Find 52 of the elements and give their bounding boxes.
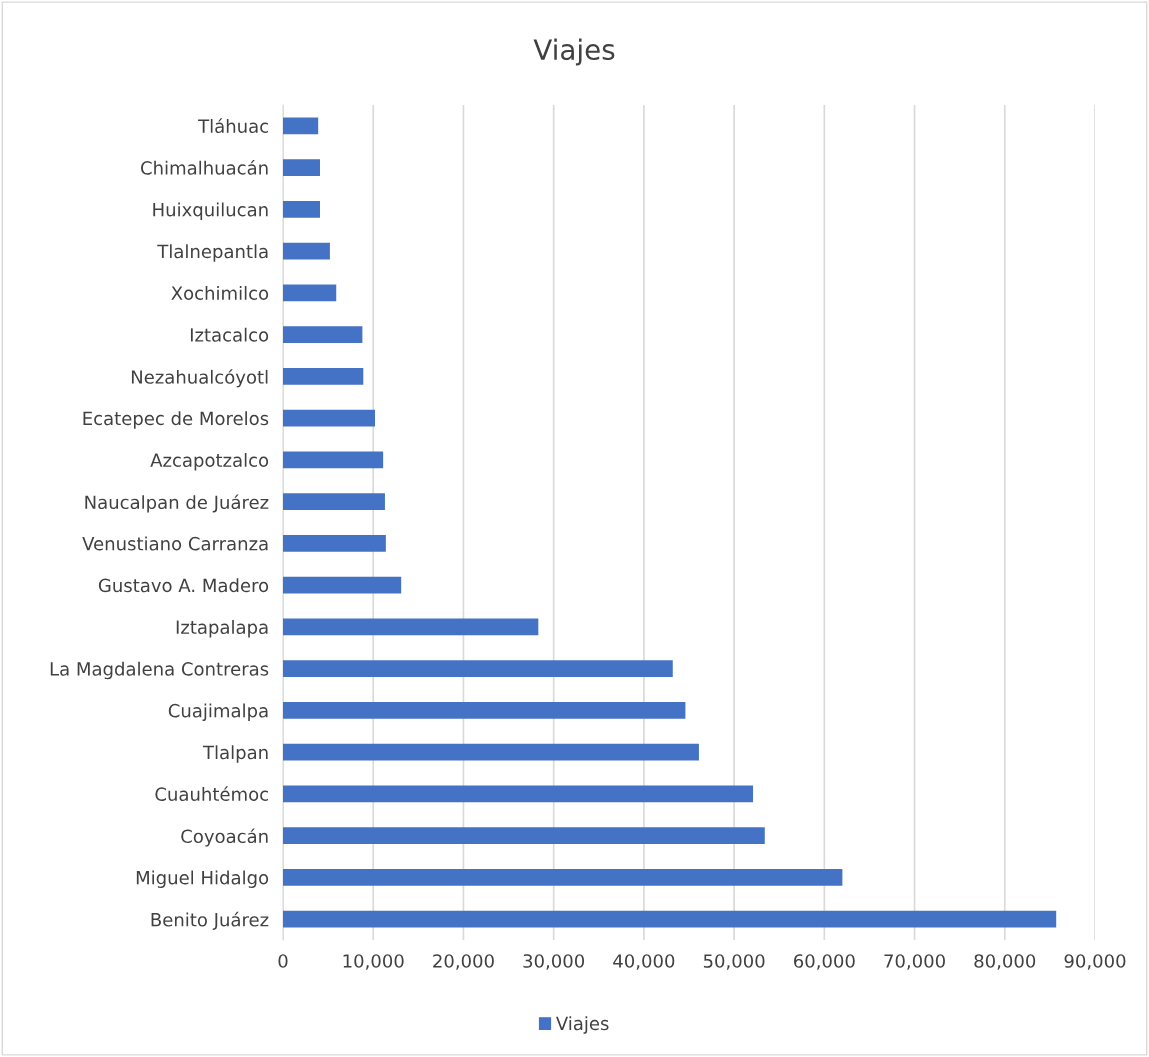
y-tick-label: Chimalhuacán — [141, 160, 268, 175]
bar — [283, 660, 673, 677]
y-tick-label: Azcapotzalco — [150, 453, 269, 471]
y-tick-label: Coyoacán — [181, 828, 268, 847]
x-tick-label: 10,000 — [343, 954, 404, 970]
y-tick-label: Venustiano Carranza — [82, 536, 268, 551]
y-tick-label: Miguel Hidalgo — [136, 870, 269, 888]
x-tick-label: 30,000 — [523, 954, 585, 970]
y-tick-label: Tláhuac — [198, 118, 268, 133]
y-tick-label: Benito Juárez — [151, 911, 269, 930]
x-tick-label: 80,000 — [974, 954, 1036, 970]
y-tick-label: Xochimilco — [171, 286, 269, 300]
bar — [283, 409, 376, 427]
y-tick-label: Iztapalapa — [176, 620, 268, 638]
y-tick-label: Cuajimalpa — [168, 703, 268, 721]
legend-label: Viajes — [555, 1016, 609, 1034]
bar — [283, 368, 364, 385]
x-tick-label: 40,000 — [613, 954, 675, 970]
y-tick-label: Tlalpan — [202, 745, 268, 763]
bar — [283, 910, 1057, 928]
bar — [283, 702, 686, 719]
bar — [283, 242, 330, 260]
bar — [283, 535, 386, 552]
bar — [283, 618, 539, 636]
y-tick-label: Naucalpan de Juárez — [85, 494, 269, 513]
x-tick-label: 70,000 — [884, 954, 945, 970]
y-tick-label: Iztacalco — [190, 327, 269, 342]
y-tick-label: Ecatepec de Morelos — [83, 411, 269, 429]
x-tick-label: 50,000 — [703, 954, 765, 970]
bar — [283, 284, 337, 302]
bar — [283, 201, 320, 218]
y-tick-label: Tlalnepantla — [157, 244, 268, 262]
bar — [283, 117, 319, 135]
y-tick-label: Gustavo A. Madero — [98, 578, 269, 593]
x-tick-label: 60,000 — [794, 954, 855, 970]
bar — [283, 869, 843, 886]
y-tick-label: La Magdalena Contreras — [50, 661, 269, 680]
y-tick-label: Huixquilucan — [153, 202, 268, 220]
chart-title: Viajes — [533, 38, 615, 66]
bar — [283, 493, 385, 510]
bar — [283, 743, 699, 761]
bar — [283, 576, 402, 594]
x-tick-label: 20,000 — [433, 954, 494, 970]
bar — [283, 159, 320, 176]
y-tick-label: Nezahualcóyotl — [131, 369, 268, 388]
x-tick-label: 90,000 — [1064, 954, 1126, 970]
y-tick-label: Cuauhtémoc — [155, 786, 268, 801]
bar — [283, 785, 754, 803]
bar — [283, 827, 765, 844]
x-tick-label: 0 — [278, 954, 288, 968]
bar — [283, 326, 363, 343]
bar — [283, 451, 384, 469]
